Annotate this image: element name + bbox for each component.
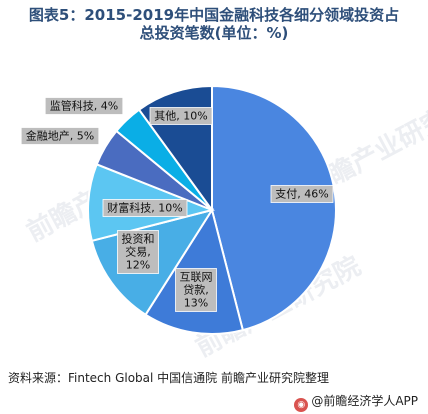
title-line-1: 图表5：2015-2019年中国金融科技各细分领域投资占 — [28, 6, 400, 24]
pie-slice-1 — [211, 84, 337, 332]
label-text-3-3: 12% — [126, 259, 150, 272]
label-box-6 — [44, 97, 124, 115]
label-text-6-1: 监管科技, 4% — [50, 99, 118, 113]
label-text-2-1: 互联网 — [180, 271, 213, 284]
label-text-2-3: 13% — [184, 297, 208, 310]
label-text-4-1: 财富科技, 10% — [107, 201, 182, 215]
label-box-3 — [117, 230, 159, 274]
credit-text: @前瞻经济学人APP — [311, 394, 418, 408]
slice-label-4: 财富科技, 10% — [102, 199, 188, 217]
slice-label-1: 支付, 46% — [270, 185, 334, 203]
slice-label-5: 金融地产, 5% — [20, 127, 106, 148]
source-note: 资料来源：Fintech Global 中国信通院 前瞻产业研究院整理 — [8, 371, 329, 385]
label-text-3-1: 投资和 — [122, 232, 155, 246]
weibo-icon: ◉ — [294, 398, 309, 412]
slice-label-7: 其他, 10% — [149, 107, 213, 125]
label-text-2-2: 贷款, — [183, 283, 209, 297]
label-box-2 — [175, 268, 217, 312]
label-text-5-1: 金融地产, 5% — [26, 129, 94, 143]
label-text-7-1: 其他, 10% — [154, 110, 207, 123]
label-text-1-1: 支付, 46% — [275, 188, 328, 201]
label-text-3-2: 交易, — [125, 245, 151, 259]
label-box-7 — [149, 107, 213, 125]
label-box-5 — [20, 127, 100, 145]
credit: ◉ @前瞻经济学人APP — [294, 392, 418, 412]
label-box-4 — [102, 199, 188, 217]
title-line-2: 总投资笔数(单位：%) — [139, 24, 289, 42]
slice-label-6: 监管科技, 4% — [44, 97, 128, 120]
label-box-1 — [270, 185, 334, 203]
leader-line-5 — [98, 135, 106, 148]
chart-title: 图表5：2015-2019年中国金融科技各细分领域投资占 总投资笔数(单位：%) — [0, 6, 428, 42]
